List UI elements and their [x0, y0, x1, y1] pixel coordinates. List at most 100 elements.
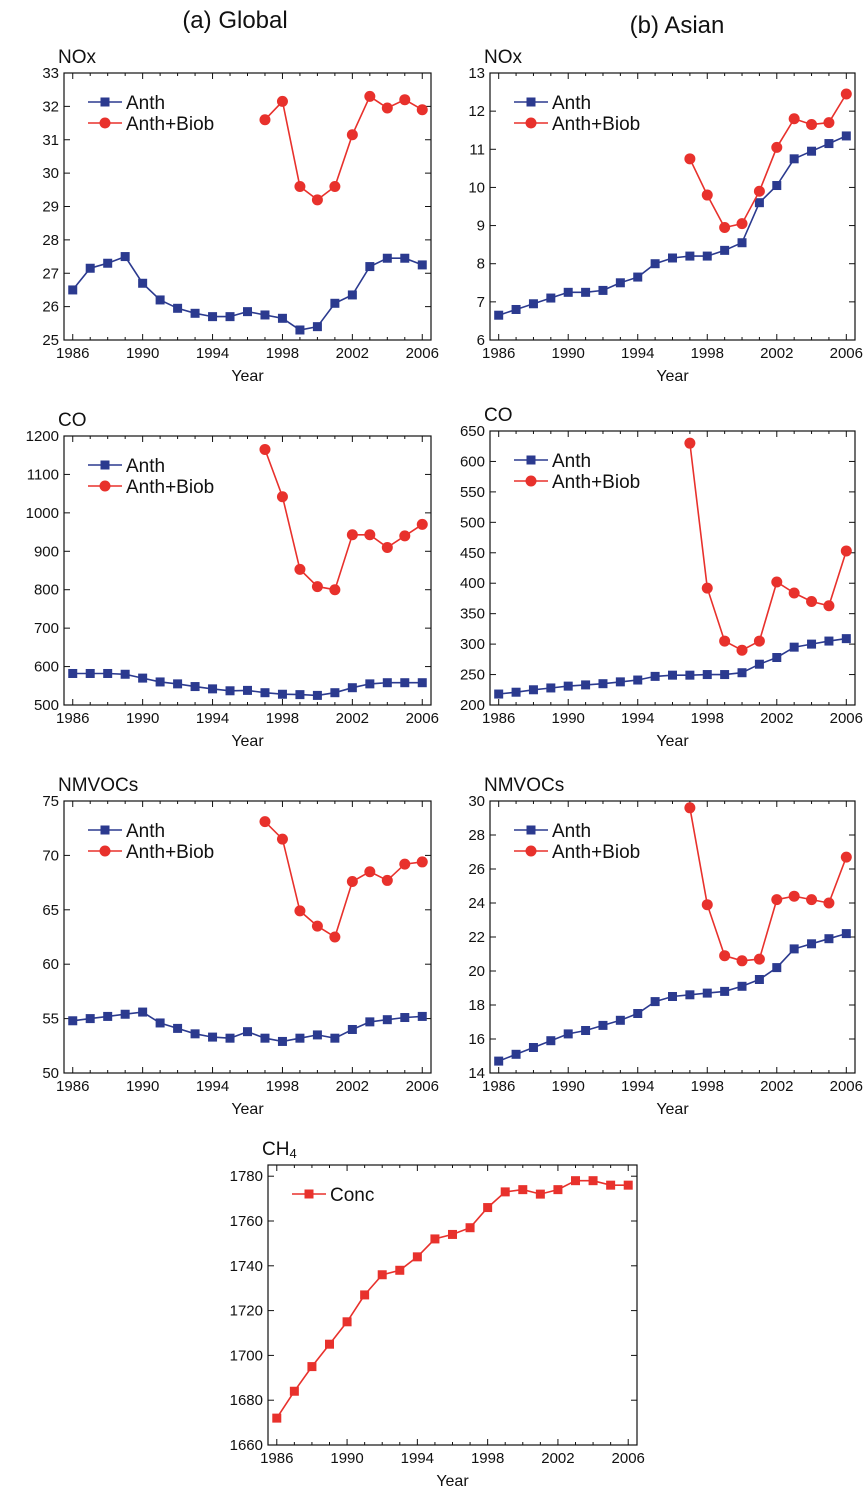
data-point: [225, 1033, 235, 1043]
data-point: [346, 129, 358, 141]
panel-title: CO: [484, 405, 513, 426]
data-point: [789, 944, 799, 954]
panel-title: NMVOCs: [58, 775, 138, 796]
x-tick-label: 1986: [56, 345, 89, 362]
y-tick-label: 250: [460, 667, 485, 684]
data-point: [571, 1176, 580, 1186]
data-point: [737, 238, 747, 248]
data-point: [138, 278, 148, 288]
data-point: [788, 890, 800, 902]
series-anth: [68, 668, 427, 700]
x-tick-label: 1986: [56, 710, 89, 727]
data-point: [259, 816, 271, 828]
data-point: [483, 1203, 493, 1213]
y-tick-label: 30: [42, 165, 59, 182]
data-point: [365, 262, 375, 272]
y-tick-label: 6: [477, 332, 485, 349]
legend-label: Anth+Biob: [126, 477, 214, 498]
x-tick-label: 2002: [760, 1078, 793, 1095]
legend-entry: Anth: [514, 821, 591, 842]
data-point: [668, 253, 677, 263]
data-point: [294, 563, 306, 575]
series-anth: [68, 252, 427, 335]
data-point: [277, 689, 287, 699]
data-point: [684, 437, 696, 449]
data-point: [494, 1056, 504, 1066]
x-axis-label: Year: [656, 1101, 689, 1118]
data-point: [155, 295, 165, 305]
legend-label: Anth: [552, 821, 591, 842]
data-point: [824, 139, 834, 149]
data-point: [511, 687, 521, 697]
data-point: [120, 252, 130, 262]
data-point: [155, 677, 165, 687]
legend-marker: [99, 117, 111, 129]
legend-label: Conc: [330, 1185, 374, 1206]
data-point: [173, 1023, 183, 1033]
data-point: [382, 253, 392, 263]
plot-frame: [489, 430, 856, 706]
data-point: [807, 639, 817, 649]
series-line: [276, 1179, 629, 1419]
data-point: [138, 1007, 148, 1017]
data-point: [382, 1015, 392, 1025]
panel-title: NMVOCs: [484, 775, 564, 796]
data-point: [736, 955, 748, 967]
legend-marker: [100, 460, 110, 470]
data-point: [381, 874, 393, 886]
legend-label: Anth: [552, 93, 591, 114]
data-point: [719, 635, 731, 647]
data-point: [381, 102, 393, 114]
y-tick-label: 200: [460, 697, 485, 714]
data-point: [259, 443, 271, 455]
y-tick-label: 55: [42, 1011, 59, 1028]
data-point: [103, 1011, 113, 1021]
data-point: [719, 950, 731, 962]
series-anth-biob: [684, 437, 852, 656]
data-point: [311, 194, 323, 206]
legend-entry: Anth+Biob: [514, 114, 640, 135]
legend-marker: [99, 480, 111, 492]
data-point: [754, 975, 764, 984]
y-tick-label: 12: [468, 103, 485, 120]
x-tick-label: 1994: [401, 1450, 434, 1467]
data-point: [417, 260, 427, 270]
x-tick-label: 1998: [471, 1450, 504, 1467]
data-point: [68, 1016, 78, 1026]
y-tick-label: 1660: [230, 1437, 263, 1454]
data-point: [806, 595, 818, 607]
y-tick-label: 550: [460, 484, 485, 501]
data-point: [623, 1180, 633, 1190]
data-point: [753, 185, 765, 197]
data-point: [272, 1413, 282, 1423]
x-tick-label: 1990: [552, 710, 585, 727]
y-tick-label: 26: [468, 861, 485, 878]
legend-entry: Anth+Biob: [514, 842, 640, 863]
x-tick-label: 1998: [691, 1078, 724, 1095]
data-point: [823, 117, 835, 129]
data-point: [753, 953, 765, 965]
data-point: [685, 670, 695, 680]
x-axis-label: Year: [231, 733, 264, 750]
legend-label: Anth+Biob: [552, 842, 640, 863]
data-point: [346, 529, 358, 541]
x-tick-label: 2006: [406, 1078, 439, 1095]
chart-panel-asian_co: CO 200 250 300 350 400 450 500 550 600 650 1986 1990…: [460, 405, 863, 750]
legend-entry: Anth: [514, 93, 591, 114]
data-point: [788, 587, 800, 599]
data-point: [312, 1030, 322, 1040]
data-point: [295, 325, 305, 335]
data-point: [330, 1033, 340, 1043]
y-tick-label: 30: [468, 793, 485, 810]
series-line: [689, 807, 848, 962]
data-point: [701, 189, 713, 201]
legend-label: Anth+Biob: [552, 472, 640, 493]
data-point: [155, 1018, 165, 1028]
legend-marker: [99, 845, 111, 857]
data-point: [68, 285, 78, 295]
column-title-asian: (b) Asian: [630, 12, 725, 39]
data-point: [824, 934, 834, 944]
panel-title: NOx: [58, 47, 97, 68]
y-tick-label: 13: [468, 65, 485, 82]
data-point: [365, 679, 375, 689]
